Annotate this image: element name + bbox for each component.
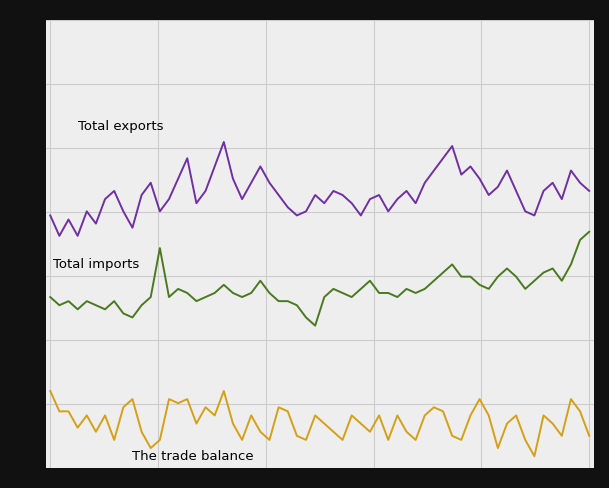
Text: The trade balance: The trade balance xyxy=(133,450,254,463)
Text: Total imports: Total imports xyxy=(53,259,139,271)
Text: Total exports: Total exports xyxy=(78,120,163,133)
